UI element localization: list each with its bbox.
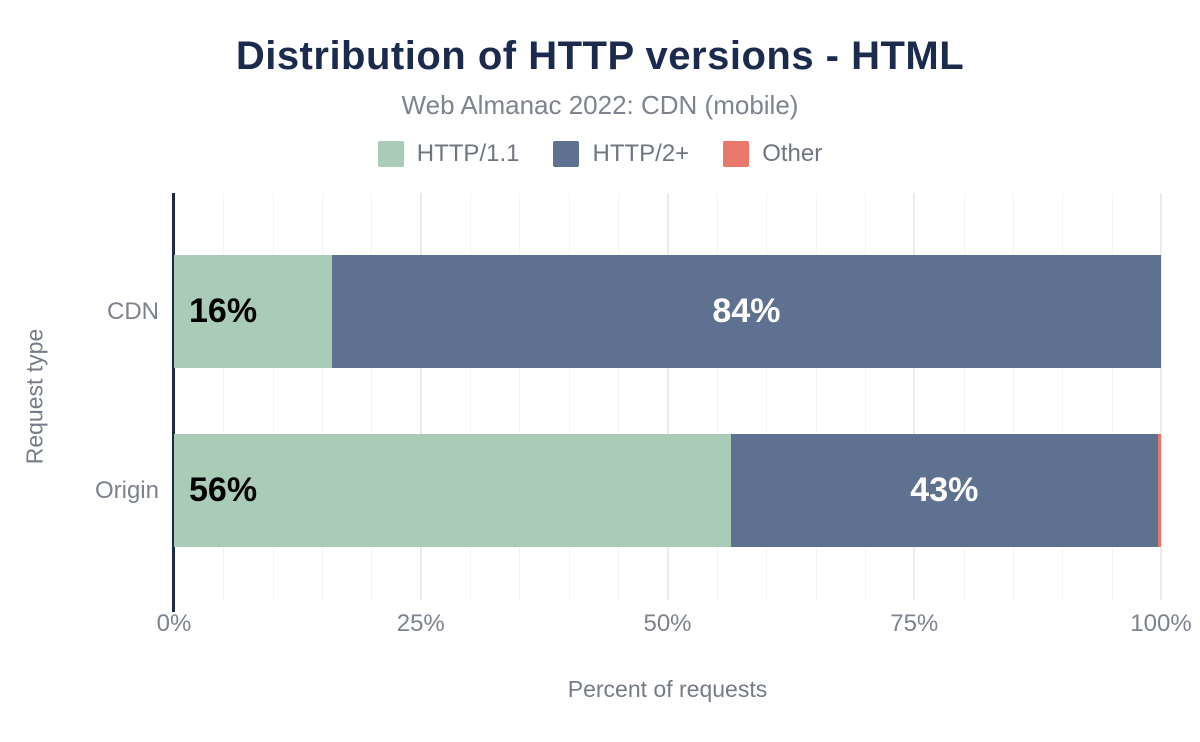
bar-segment-http-1-1: 56% [174,434,731,547]
gridline [864,193,866,600]
legend-item-other: Other [723,140,822,168]
gridline [963,193,965,600]
gridline [322,193,324,600]
category-label-cdn: CDN [107,297,159,325]
x-tick-label: 50% [643,610,692,637]
chart-subtitle: Web Almanac 2022: CDN (mobile) [401,90,799,120]
gridline [913,193,916,600]
x-axis-title: Percent of requests [567,676,768,702]
category-label-origin: Origin [94,476,159,504]
http-2-swatch-icon [553,141,580,167]
gridline [716,193,718,600]
gridline [519,193,521,600]
gridline [272,193,274,600]
bar-segment-other [1158,434,1161,547]
http-1-1-swatch-icon [377,141,404,167]
gridline [1160,193,1162,600]
bar-segment-http-2: 84% [331,255,1161,368]
gridline [568,193,570,600]
plot-area: 16% 84% CDN 56% 43% Origin [95,193,1162,612]
gridline [766,193,768,600]
legend: HTTP/1.1 HTTP/2+ Other [0,140,1200,168]
x-tick-label: 100% [1130,610,1192,637]
x-tick-label: 25% [396,610,445,637]
gridline [470,193,472,600]
other-swatch-icon [723,141,750,167]
x-tick-label: 75% [890,610,939,637]
gridline [223,193,225,600]
chart-title: Distribution of HTTP versions - HTML [235,34,965,78]
gridline [419,193,422,600]
gridline [1111,193,1113,600]
legend-label: Other [762,140,823,167]
gridline [666,193,669,600]
y-axis-title-wrap: Request type [18,193,52,600]
bar-value-label: 16% [189,292,258,330]
bar-segment-http-2: 43% [730,434,1159,547]
legend-label: HTTP/1.1 [416,140,520,167]
gridline [1012,193,1014,600]
y-axis-title: Request type [21,328,48,465]
bar-row-origin: 56% 43% [174,434,1161,547]
x-axis-ticks: 0% 25% 50% 75% 100% [157,610,1192,640]
gridline [371,193,373,600]
bar-value-label: 43% [910,471,979,509]
gridline [618,193,620,600]
gridline [815,193,817,600]
legend-item-http-2: HTTP/2+ [553,140,689,168]
bar-value-label: 84% [712,292,781,330]
x-tick-label: 0% [156,610,192,637]
bar-row-cdn: 16% 84% [174,255,1161,368]
y-axis-line [172,193,175,612]
gridline [1062,193,1064,600]
bar-segment-http-1-1: 16% [174,255,332,368]
bar-value-label: 56% [189,471,258,509]
legend-item-http-1-1: HTTP/1.1 [377,140,520,168]
legend-label: HTTP/2+ [592,140,690,167]
